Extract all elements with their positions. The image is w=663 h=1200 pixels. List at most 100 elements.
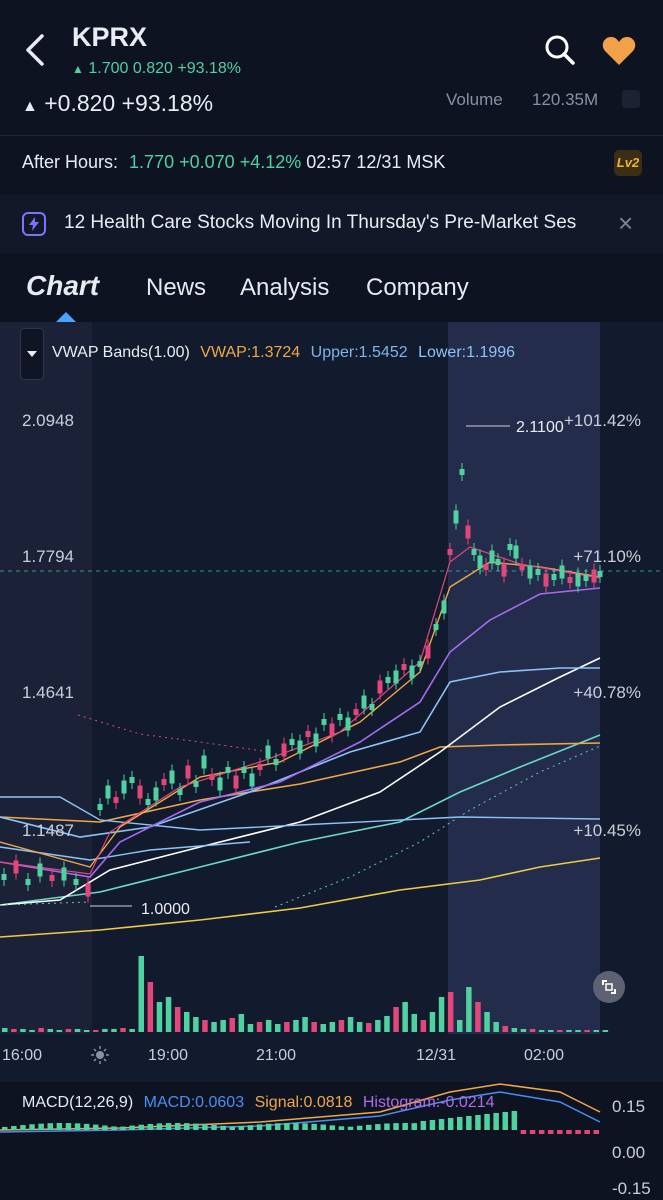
indicator-dropdown[interactable]: [20, 328, 44, 380]
candle-body: [97, 804, 103, 810]
volume-bar: [356, 1022, 363, 1032]
macd-histogram-bar: [411, 1123, 417, 1130]
volume-bar: [29, 1030, 35, 1032]
candle-body: [417, 661, 423, 667]
volume-bar: [402, 1002, 408, 1032]
search-icon[interactable]: [544, 34, 576, 66]
macd-histogram-bar: [566, 1130, 572, 1134]
lv2-badge[interactable]: Lv2: [614, 150, 642, 176]
candle-body: [489, 550, 495, 564]
candle-body: [249, 773, 255, 787]
heart-icon[interactable]: [602, 36, 636, 66]
tab-indicator: [56, 312, 76, 322]
volume-bar: [338, 1020, 345, 1032]
volume-bar: [56, 1030, 63, 1032]
candle-body: [551, 574, 557, 580]
macd-histogram-bar: [366, 1124, 372, 1130]
macd-histogram-bar: [102, 1125, 108, 1130]
volume-bar: [65, 1029, 72, 1032]
macd-histogram-bar: [557, 1130, 563, 1134]
expand-quote-icon[interactable]: [622, 90, 640, 108]
macd-histogram-bar: [520, 1130, 527, 1134]
big-change-value: +0.820: [44, 90, 116, 116]
vwap-value: VWAP:1.3724: [200, 344, 301, 361]
pct-axis-label: +40.78%: [573, 683, 641, 702]
price-chart[interactable]: 2.0948 1.7794 1.4641 1.1487 +101.42% +71…: [0, 322, 663, 1200]
candle-body: [401, 664, 407, 670]
candle-body: [513, 545, 519, 559]
volume-bar: [74, 1029, 81, 1032]
volume-bar: [120, 1028, 126, 1032]
volume-bar: [275, 1024, 281, 1032]
volume-bar: [102, 1029, 108, 1032]
candle-body: [85, 883, 91, 897]
macd-axis-label: -0.15: [612, 1179, 651, 1198]
volume-bar: [393, 1007, 399, 1032]
candle-body: [193, 781, 199, 787]
back-chevron-icon[interactable]: [22, 32, 48, 68]
tab-analysis[interactable]: Analysis: [240, 274, 330, 301]
candle-body: [241, 767, 247, 773]
volume-bar: [484, 1012, 490, 1032]
macd-histogram-bar: [302, 1123, 308, 1130]
macd-histogram-bar: [356, 1125, 363, 1130]
fullscreen-icon[interactable]: [593, 971, 625, 1003]
volume-bar: [538, 1030, 545, 1032]
candle-body: [567, 577, 573, 583]
macd-histogram-bar: [120, 1126, 126, 1130]
macd-histogram-bar: [502, 1112, 508, 1130]
macd-histogram-bar: [329, 1125, 336, 1130]
indicator-legend: VWAP Bands(1.00) VWAP:1.3724 Upper:1.545…: [52, 344, 515, 362]
high-annotation: 2.1100: [516, 419, 564, 436]
volume-bar: [38, 1028, 44, 1032]
volume-bar: [184, 1012, 190, 1032]
lower-value: Lower:1.1996: [418, 344, 516, 361]
macd-histogram-bar: [347, 1126, 354, 1130]
after-hours-change: +0.070: [179, 152, 235, 172]
macd-histogram-bar: [229, 1126, 235, 1130]
pct-axis-label: +71.10%: [573, 547, 641, 566]
volume-bar: [466, 987, 472, 1032]
macd-histogram-bar: [475, 1115, 481, 1130]
volume-bar: [548, 1030, 554, 1032]
candle-body: [209, 774, 215, 780]
after-hours-pct: +4.12%: [239, 152, 302, 172]
volume-bar: [447, 992, 454, 1032]
price-axis-label: 1.4641: [22, 683, 74, 702]
volume-bar: [211, 1022, 217, 1032]
volume-bars: [2, 956, 609, 1032]
candle-body: [321, 719, 327, 725]
macd-histogram-bar: [447, 1118, 454, 1130]
news-banner[interactable]: [0, 195, 663, 253]
macd-histogram-bar: [293, 1123, 299, 1130]
tab-news[interactable]: News: [146, 274, 207, 301]
volume-bar: [138, 956, 144, 1032]
candle-body: [201, 755, 207, 769]
candle-body: [161, 779, 167, 785]
volume-bar: [302, 1017, 308, 1032]
news-headline[interactable]: 12 Health Care Stocks Moving In Thursday…: [64, 212, 577, 233]
candle-body: [37, 863, 43, 877]
candle-body: [425, 645, 431, 659]
close-icon[interactable]: ×: [618, 208, 634, 238]
candle-body: [1, 874, 7, 880]
macd-histogram-bar: [457, 1117, 463, 1130]
tab-chart[interactable]: Chart: [26, 270, 99, 302]
volume-bar: [129, 1029, 135, 1032]
candlestick-series: [1, 463, 603, 903]
macd-histogram-bar: [129, 1125, 135, 1130]
volume-bar: [375, 1020, 381, 1032]
signal-value: Signal:0.0818: [254, 1094, 353, 1111]
price-axis-label: 1.7794: [22, 547, 74, 566]
volume-bar: [220, 1020, 226, 1032]
volume-bar: [202, 1020, 208, 1032]
macd-histogram-bar: [402, 1123, 408, 1130]
volume-bar: [347, 1017, 354, 1032]
tab-company[interactable]: Company: [366, 274, 469, 301]
macd-histogram-bar: [265, 1123, 272, 1130]
macd-histogram-bar: [429, 1120, 436, 1130]
low-annotation: 1.0000: [141, 901, 190, 918]
macd-histogram: [2, 1111, 599, 1134]
candle-body: [453, 510, 459, 524]
macd-histogram-bar: [111, 1126, 117, 1130]
